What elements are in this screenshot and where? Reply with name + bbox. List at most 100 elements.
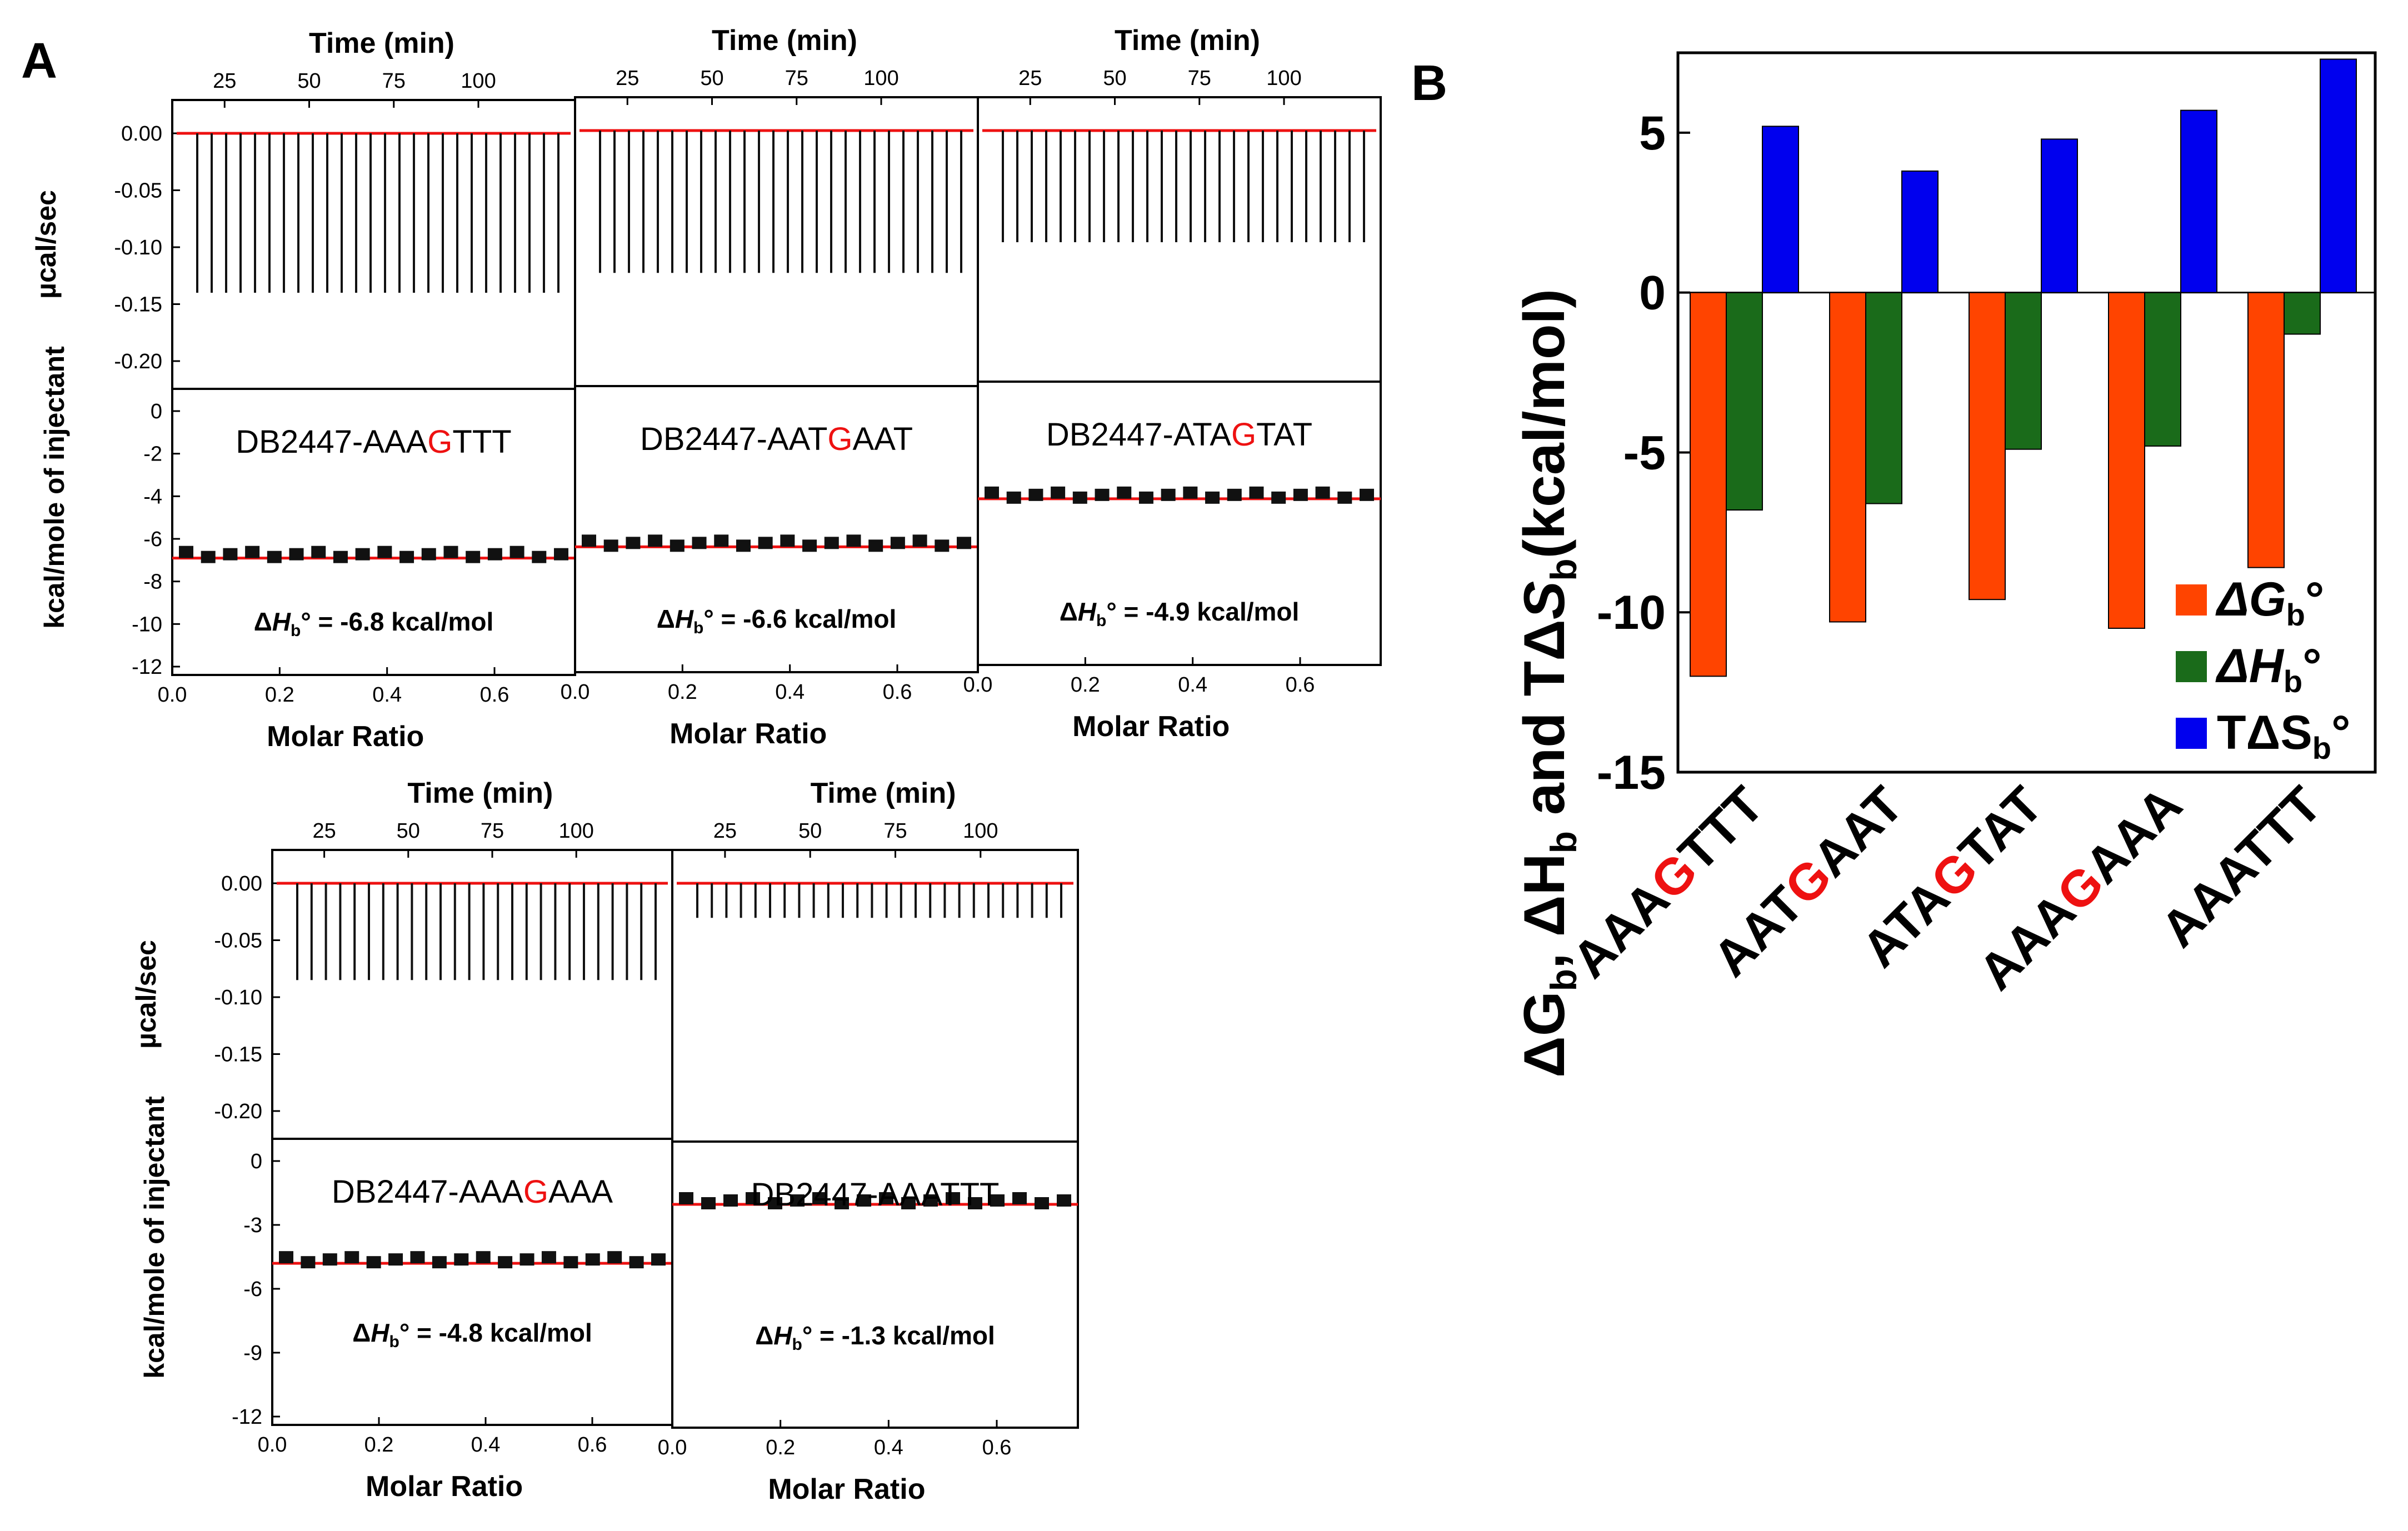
raw-tick-label: -0.15	[114, 293, 162, 317]
int-tick-label: -12	[232, 1405, 262, 1429]
int-tick-label: 0	[251, 1150, 262, 1173]
delta-h-annotation: ΔHb° = -1.3 kcal/mol	[755, 1321, 995, 1354]
data-point	[1035, 1197, 1049, 1209]
y-axis-title: ΔGb, ΔHb and TΔSb(kcal/mol)	[1512, 289, 1584, 1078]
legend-swatch-dh	[2176, 651, 2207, 682]
data-point	[648, 534, 663, 547]
data-point	[629, 1256, 644, 1269]
time-tick-label: 75	[785, 67, 808, 90]
bar-ΔGb°-4	[2247, 292, 2285, 568]
bar-TΔSb°-0	[1762, 126, 1799, 293]
data-point	[1072, 491, 1087, 504]
data-point	[1117, 486, 1132, 499]
time-axis-title: Time (min)	[811, 777, 956, 809]
raw-y-axis-title: µcal/sec	[131, 940, 162, 1049]
x-tick-label: 0.2	[766, 1436, 795, 1459]
time-axis-title: Time (min)	[1115, 24, 1260, 57]
data-point	[1360, 488, 1374, 501]
time-tick-label: 50	[798, 819, 822, 843]
data-point	[1205, 491, 1220, 504]
data-point	[289, 548, 304, 561]
bar-ΔGb°-2	[1969, 292, 2006, 601]
data-point	[201, 551, 216, 563]
data-point	[585, 1253, 600, 1266]
x-tick-label: 0.6	[883, 681, 912, 704]
time-tick-label: 75	[382, 69, 406, 93]
data-point	[890, 537, 905, 549]
time-tick-label: 75	[481, 819, 504, 843]
plot-frame	[1676, 51, 2377, 774]
time-tick-label: 25	[312, 819, 336, 843]
data-point	[923, 1194, 938, 1207]
data-point	[651, 1253, 666, 1266]
data-point	[509, 546, 524, 558]
data-point	[846, 534, 861, 547]
raw-tick-label: 0.00	[221, 872, 262, 895]
x-axis-title: Molar Ratio	[366, 1470, 523, 1503]
data-point	[1337, 491, 1352, 504]
y-tick-label: -10	[1597, 586, 1666, 639]
x-tick-label: 0.4	[471, 1433, 501, 1457]
data-point	[879, 1192, 893, 1204]
data-point	[723, 1194, 738, 1207]
panel-a: Time (min)25 50 75 1000.00-0.05-0.10-0.15-0…	[31, 24, 1382, 1505]
data-point	[1028, 488, 1043, 501]
data-point	[454, 1253, 469, 1266]
data-point	[990, 1194, 1005, 1207]
data-point	[532, 551, 547, 563]
bar-ΔHb°-1	[1865, 292, 1902, 504]
int-tick-label: -6	[243, 1278, 262, 1301]
bar-TΔSb°-4	[2320, 58, 2357, 293]
time-axis-title: Time (min)	[407, 777, 553, 809]
data-point	[701, 1197, 716, 1209]
data-point	[985, 486, 999, 499]
data-point	[692, 537, 707, 549]
panel-b-chart: 50-5-10-15AAAGTTTAATGAATATAGTATAAAGAAAAA…	[1562, 51, 2377, 1001]
data-point	[1227, 488, 1242, 501]
time-tick-label: 50	[297, 69, 321, 93]
time-tick-label: 50	[700, 67, 723, 90]
legend-label-dg: ΔGb°	[2215, 573, 2324, 632]
delta-h-annotation: ΔHb° = -4.9 kcal/mol	[1060, 597, 1300, 630]
x-tick-label: 0.4	[1178, 673, 1207, 697]
data-point	[946, 1192, 960, 1204]
raw-y-axis-title: µcal/sec	[31, 190, 62, 299]
bar-TΔSb°-1	[1901, 170, 1939, 293]
bar-ΔGb°-0	[1690, 292, 1727, 677]
data-point	[322, 1253, 337, 1266]
data-point	[607, 1251, 622, 1264]
data-point	[476, 1251, 491, 1264]
data-point	[179, 546, 193, 558]
data-point	[377, 546, 392, 558]
data-point	[466, 551, 481, 563]
data-point	[421, 548, 436, 561]
x-tick-label: 0.0	[158, 683, 187, 707]
data-point	[1057, 1194, 1071, 1207]
data-point	[824, 537, 839, 549]
int-tick-label: -2	[143, 443, 162, 466]
raw-tick-label: -0.15	[214, 1043, 262, 1067]
time-tick-label: 75	[1188, 67, 1211, 90]
bar-ΔGb°-1	[1829, 292, 1866, 623]
legend-label-dh: ΔHb°	[2215, 639, 2321, 699]
data-point	[432, 1256, 447, 1269]
raw-tick-label: 0.00	[121, 122, 162, 146]
data-point	[245, 546, 260, 558]
data-point	[541, 1251, 556, 1264]
data-point	[399, 551, 414, 563]
panel-b-label: B	[1411, 56, 1447, 111]
data-point	[279, 1251, 293, 1264]
data-point	[333, 551, 348, 563]
x-tick-label: 0.0	[658, 1436, 687, 1459]
data-point	[1249, 486, 1264, 499]
raw-tick-label: -0.20	[114, 350, 162, 373]
data-point	[443, 546, 458, 558]
data-point	[603, 539, 618, 552]
sequence-label: DB2447-AAAGAAA	[332, 1174, 613, 1210]
data-point	[582, 534, 596, 547]
data-point	[1006, 491, 1021, 504]
x-axis-title: Molar Ratio	[267, 721, 424, 753]
bar-TΔSb°-2	[2041, 138, 2078, 293]
data-point	[267, 551, 282, 563]
